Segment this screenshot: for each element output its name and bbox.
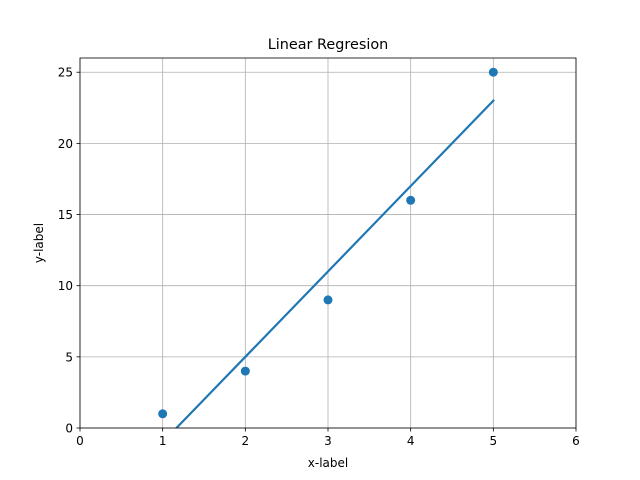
x-tick-label: 2 (242, 434, 250, 448)
y-tick-label: 0 (65, 422, 73, 436)
scatter-point (158, 409, 168, 419)
scatter-point (240, 366, 250, 376)
y-tick-label: 20 (58, 137, 73, 151)
ticks: 0 1 2 3 4 5 6 0 5 10 15 20 25 (58, 66, 580, 448)
scatter-point (406, 195, 416, 205)
scatter-point (488, 67, 498, 77)
x-axis-label: x-label (308, 456, 348, 470)
x-tick-label: 0 (76, 434, 84, 448)
x-tick-label: 1 (159, 434, 167, 448)
x-tick-label: 3 (324, 434, 332, 448)
y-tick-label: 15 (58, 208, 73, 222)
chart-title: Linear Regresion (268, 37, 389, 53)
scatter-point (323, 295, 333, 305)
y-tick-label: 10 (58, 279, 73, 293)
y-tick-label: 25 (58, 66, 73, 80)
y-tick-label: 5 (65, 350, 73, 364)
data-layer (158, 67, 498, 428)
x-tick-label: 5 (490, 434, 498, 448)
x-tick-label: 6 (572, 434, 580, 448)
x-tick-label: 4 (407, 434, 415, 448)
regression-line (174, 99, 495, 428)
y-axis-label: y-label (32, 223, 46, 263)
